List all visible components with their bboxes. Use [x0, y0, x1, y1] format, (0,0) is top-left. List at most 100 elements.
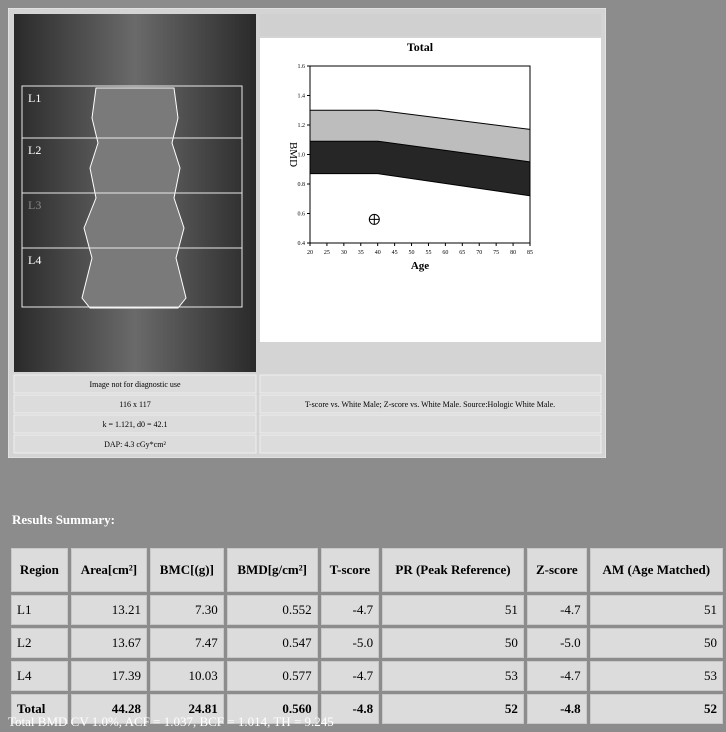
y-tick-label: 1.6	[298, 64, 306, 70]
y-tick-label: 1.2	[298, 123, 306, 129]
table-cell: 51	[589, 595, 723, 625]
info-cell	[13, 434, 257, 454]
region-label: L3	[28, 198, 41, 212]
info-cell	[259, 414, 602, 434]
info-cell	[13, 394, 257, 414]
band-edge	[310, 109, 531, 130]
y-tick-label: 1.4	[298, 94, 306, 100]
table-cell: 24.81	[150, 694, 224, 724]
x-tick-label: 70	[476, 250, 482, 256]
x-tick-label: 45	[392, 250, 398, 256]
column-header: T-score	[320, 548, 380, 592]
table-cell: 17.39	[70, 661, 147, 691]
y-tick-label: 1.0	[298, 153, 306, 159]
info-text: 116 x 117	[119, 400, 150, 409]
column-header: Area[cm²]	[70, 548, 147, 592]
column-header: PR (Peak Reference)	[382, 548, 524, 592]
table-cell: 0.560	[226, 694, 318, 724]
column-header: BMD[g/cm²]	[226, 548, 318, 592]
table-cell: 13.67	[70, 628, 147, 658]
column-header: BMC[(g)]	[150, 548, 224, 592]
table-cell: L4	[11, 661, 68, 691]
band-edge	[310, 140, 531, 163]
table-cell: 0.552	[226, 595, 318, 625]
y-tick-label: 0.6	[298, 212, 306, 218]
x-tick-label: 85	[527, 250, 533, 256]
y-tick-label: 0.4	[298, 241, 306, 247]
region-label: L1	[28, 91, 41, 105]
patient-cross	[369, 214, 380, 225]
x-tick-label: 75	[493, 250, 499, 256]
table-cell: 53	[382, 661, 524, 691]
table-cell: -4.8	[526, 694, 587, 724]
region-box	[21, 247, 243, 308]
table-cell: Total	[11, 694, 68, 724]
y-axis-label: BMD	[287, 142, 299, 167]
column-header: Region	[11, 548, 68, 592]
info-cell	[13, 374, 257, 394]
table-row: L4 17.39 10.03 0.577 -4.7 53 -4.7 53	[11, 661, 723, 691]
table-cell: 7.47	[150, 628, 224, 658]
table-cell: L1	[11, 595, 68, 625]
summary-title: Results Summary:	[12, 512, 115, 527]
header-row: Region Area[cm²] BMC[(g)] BMD[g/cm²] T-score…	[11, 548, 723, 592]
info-text: k = 1.121, d0 = 42.1	[102, 420, 167, 429]
table-cell: 52	[382, 694, 524, 724]
info-cell	[259, 394, 602, 414]
table-cell: 0.547	[226, 628, 318, 658]
table-cell: 50	[382, 628, 524, 658]
info-text: DAP: 4.3 cGy*cm²	[104, 440, 166, 449]
column-header: AM (Age Matched)	[589, 548, 723, 592]
info-text: Image not for diagnostic use	[89, 380, 181, 389]
table-row: L1 13.21 7.30 0.552 -4.7 51 -4.7 51	[11, 595, 723, 625]
table-cell: -5.0	[320, 628, 380, 658]
table-cell: -4.7	[320, 661, 380, 691]
results-table: Region Area[cm²] BMC[(g)] BMD[g/cm²] T-score…	[8, 545, 726, 727]
footer: Total BMD CV 1.0%, ACF = 1.037, BCF = 1.…	[8, 714, 334, 729]
x-tick-label: 60	[442, 250, 448, 256]
table-cell: -4.7	[526, 661, 587, 691]
table-cell: 53	[589, 661, 723, 691]
x-tick-label: 35	[358, 250, 364, 256]
band	[310, 110, 530, 162]
vertebra-outline	[81, 87, 187, 309]
y-tick-label: 0.8	[298, 182, 306, 188]
table-cell: -5.0	[526, 628, 587, 658]
chart-bg	[260, 38, 601, 342]
table-cell: 13.21	[70, 595, 147, 625]
chart-header	[260, 14, 601, 36]
x-axis-label: Age	[411, 260, 429, 272]
x-tick-label: 20	[307, 250, 313, 256]
table-cell: 52	[589, 694, 723, 724]
table-row: Total 44.28 24.81 0.560 -4.8 52 -4.8 52	[11, 694, 723, 724]
table-cell: 51	[382, 595, 524, 625]
info-text: T-score vs. White Male; Z-score vs. Whit…	[305, 400, 555, 409]
info-cell	[259, 434, 602, 454]
info-cell	[259, 374, 602, 394]
x-tick-label: 50	[409, 250, 415, 256]
report-panel: L1 L2 L3 L4 Image not for diagnostic use 116 …	[8, 8, 606, 458]
x-tick-label: 55	[425, 250, 431, 256]
table-cell: 50	[589, 628, 723, 658]
table-row: L2 13.67 7.47 0.547 -5.0 50 -5.0 50	[11, 628, 723, 658]
region-label: L2	[28, 143, 41, 157]
table-cell: 0.577	[226, 661, 318, 691]
x-tick-label: 40	[375, 250, 381, 256]
chart-title: Total	[407, 40, 434, 54]
x-tick-label: 30	[341, 250, 347, 256]
column-header: Z-score	[526, 548, 587, 592]
table-cell: 44.28	[70, 694, 147, 724]
table-cell: 10.03	[150, 661, 224, 691]
table-cell: L2	[11, 628, 68, 658]
table-cell: 7.30	[150, 595, 224, 625]
table-cell: -4.7	[526, 595, 587, 625]
band-edge	[310, 173, 531, 197]
x-tick-label: 65	[459, 250, 465, 256]
table-cell: -4.7	[320, 595, 380, 625]
x-tick-label: 25	[324, 250, 330, 256]
x-tick-label: 80	[510, 250, 516, 256]
info-cell	[13, 414, 257, 434]
region-label: L4	[28, 253, 41, 267]
table-cell: -4.8	[320, 694, 380, 724]
